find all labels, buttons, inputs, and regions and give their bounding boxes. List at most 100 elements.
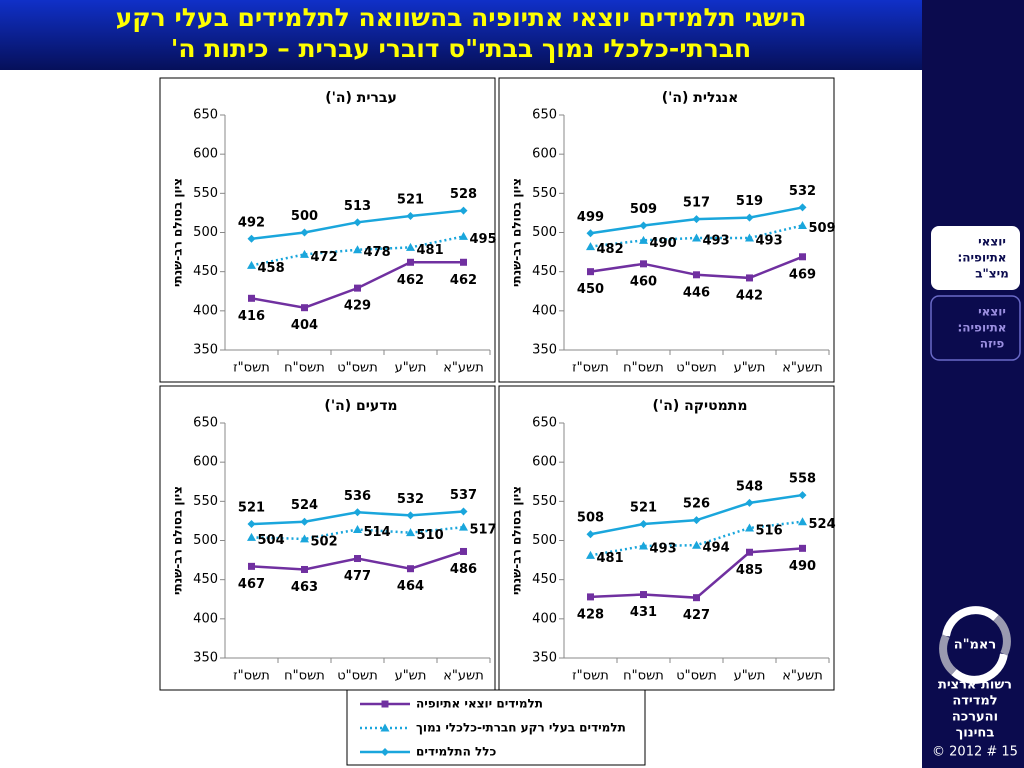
marker <box>639 520 648 529</box>
data-label: 486 <box>450 562 477 577</box>
slide-title: הישגי תלמידים יוצאי אתיופיה בהשוואה לתלמ… <box>116 3 807 32</box>
data-label: 519 <box>736 194 763 209</box>
x-tick-label: תשע"א <box>443 361 484 376</box>
data-label: 446 <box>683 285 710 300</box>
marker <box>247 260 256 269</box>
marker <box>353 218 362 227</box>
nav-button-bg <box>931 226 1020 290</box>
marker <box>301 304 308 312</box>
y-tick-label: 650 <box>193 108 218 123</box>
nav-label: מיצ"ב <box>975 267 1009 281</box>
marker <box>247 234 256 243</box>
y-tick-label: 650 <box>532 416 557 431</box>
marker <box>406 242 415 251</box>
marker <box>746 274 753 282</box>
marker <box>586 550 595 559</box>
y-tick-label: 600 <box>193 147 218 162</box>
y-tick-label: 550 <box>193 494 218 509</box>
x-tick-label: תשס"ח <box>284 669 325 684</box>
nav-label: פיזה <box>980 337 1005 351</box>
data-label: 502 <box>311 534 338 549</box>
marker <box>693 271 700 279</box>
logo-arrow <box>993 614 1011 656</box>
marker <box>459 507 468 516</box>
data-label: 521 <box>397 193 424 208</box>
data-label: 509 <box>809 221 836 236</box>
legend-label: תלמידים יוצאי אתיופיה <box>416 697 543 711</box>
y-axis-label: ציון בסולם רב-שנתי <box>171 178 185 287</box>
y-tick-label: 450 <box>532 264 557 279</box>
data-label: 462 <box>397 273 424 288</box>
y-tick-label: 350 <box>193 651 218 666</box>
marker <box>248 562 255 570</box>
data-label: 493 <box>703 233 730 248</box>
marker <box>380 723 390 732</box>
marker <box>586 229 595 238</box>
marker <box>248 294 255 302</box>
x-tick-label: תש"ע <box>395 361 427 376</box>
data-label: 528 <box>450 187 477 202</box>
x-tick-label: תשע"א <box>443 669 484 684</box>
marker <box>460 258 467 266</box>
marker <box>459 231 468 240</box>
y-tick-label: 550 <box>193 186 218 201</box>
data-label: 481 <box>597 551 624 566</box>
y-tick-label: 400 <box>532 303 557 318</box>
nav-label: אתיופיה: <box>957 321 1006 335</box>
marker <box>692 540 701 549</box>
data-label: 558 <box>789 472 816 487</box>
marker <box>587 593 594 601</box>
data-label: 500 <box>291 209 318 224</box>
data-label: 460 <box>630 274 657 289</box>
x-tick-label: תשס"ז <box>572 361 609 376</box>
marker <box>586 530 595 539</box>
marker <box>640 260 647 268</box>
y-axis-label: ציון בסולם רב-שנתי <box>510 178 524 287</box>
nav-button[interactable]: יוצאי אתיופיה: פיזה <box>930 295 1021 361</box>
data-label: 521 <box>630 501 657 516</box>
x-tick-label: תשע"א <box>782 669 823 684</box>
header <box>0 0 922 70</box>
marker <box>459 206 468 215</box>
data-label: 493 <box>650 541 677 556</box>
data-label: 428 <box>577 607 604 622</box>
marker <box>745 498 754 507</box>
logo-arrow <box>951 653 1008 684</box>
logo-name: ראמ"ה <box>954 638 996 653</box>
nav-label: אתיופיה: <box>957 251 1006 265</box>
data-label: 510 <box>417 528 444 543</box>
y-tick-label: 600 <box>193 455 218 470</box>
marker <box>586 242 595 251</box>
legend-label: כלל התלמידים <box>416 745 497 759</box>
y-tick-label: 500 <box>532 225 557 240</box>
chart-title: עברית (ה') <box>325 90 397 106</box>
marker <box>406 212 415 221</box>
x-tick-label: תשס"ט <box>676 361 717 376</box>
marker <box>459 522 468 531</box>
data-label: 504 <box>258 533 285 548</box>
y-tick-label: 450 <box>193 572 218 587</box>
marker <box>300 228 309 237</box>
y-tick-label: 400 <box>532 611 557 626</box>
y-tick-label: 400 <box>193 303 218 318</box>
data-label: 482 <box>597 242 624 257</box>
data-label: 481 <box>417 243 444 258</box>
marker <box>798 517 807 526</box>
data-label: 431 <box>630 605 657 620</box>
data-label: 464 <box>397 579 424 594</box>
x-tick-label: תשס"ט <box>337 669 378 684</box>
marker <box>798 491 807 500</box>
y-axis-label: ציון בסולם רב-שנתי <box>171 486 185 595</box>
footer: © 2012 # 15 <box>932 745 1018 760</box>
marker <box>799 253 806 261</box>
y-tick-label: 650 <box>532 108 557 123</box>
nav-button[interactable]: יוצאי אתיופיה: מיצ"ב <box>931 226 1020 290</box>
y-tick-label: 600 <box>532 455 557 470</box>
data-label: 429 <box>344 299 371 314</box>
chart-frame <box>159 77 496 383</box>
marker <box>381 748 389 756</box>
x-tick-label: תשס"ט <box>337 361 378 376</box>
data-label: 492 <box>238 215 265 230</box>
marker <box>640 591 647 599</box>
